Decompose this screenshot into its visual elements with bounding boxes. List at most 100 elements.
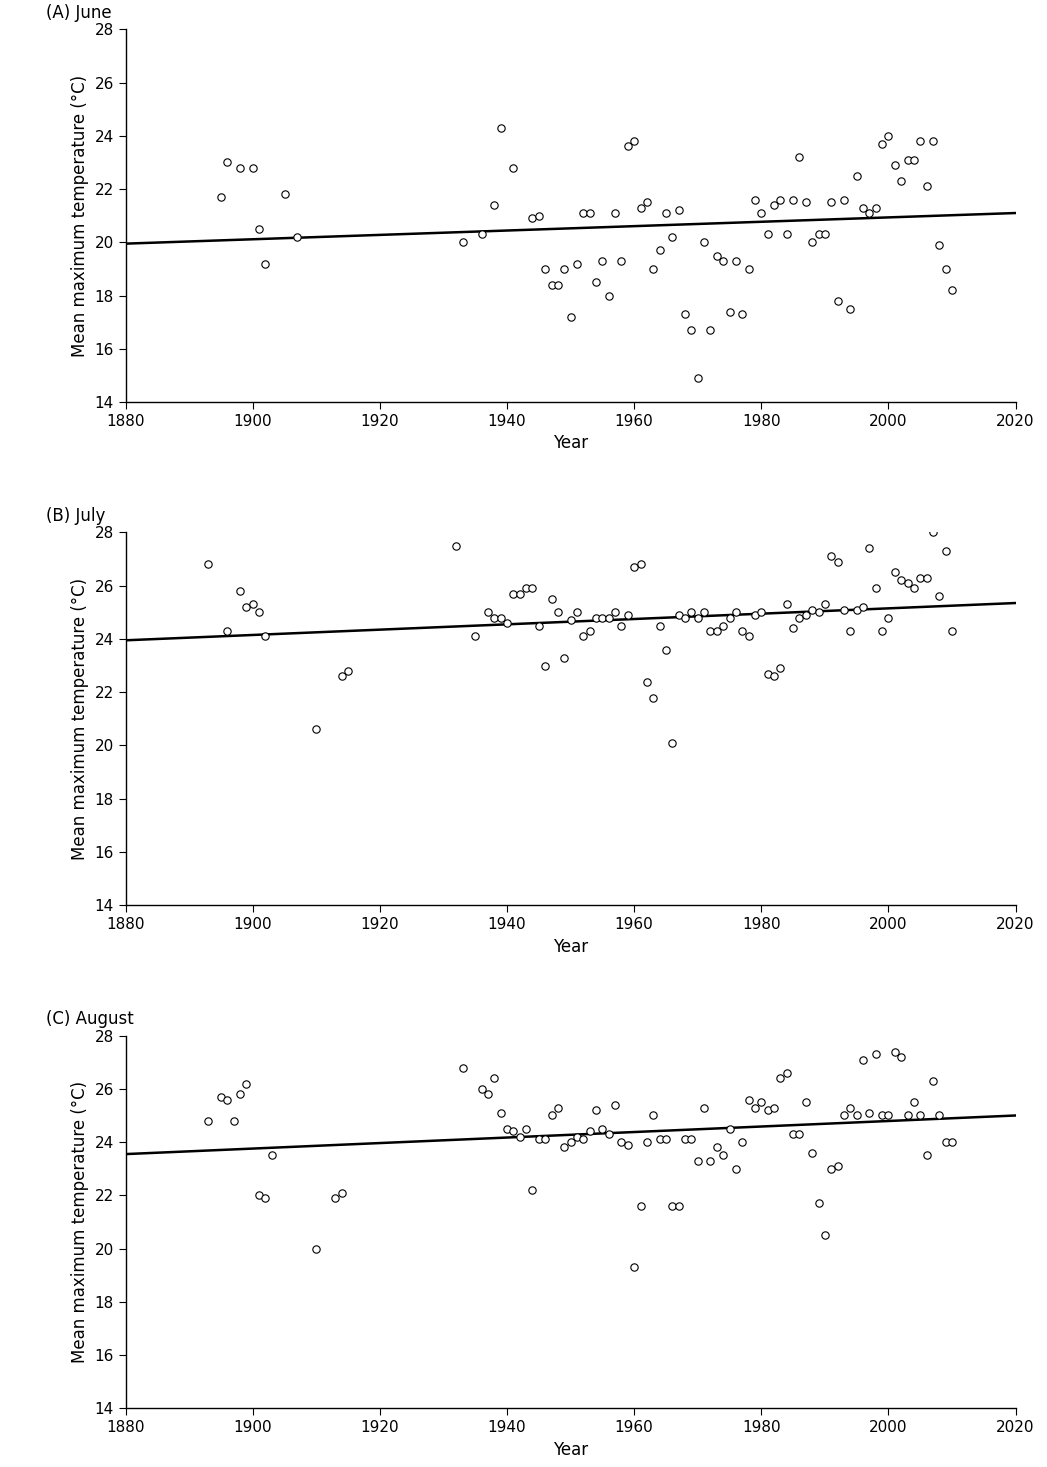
Point [695, 600, 712, 623]
Point [703, 1149, 719, 1172]
Point [784, 616, 801, 640]
Point [747, 603, 763, 626]
Point [448, 534, 465, 557]
Point [893, 569, 910, 593]
Point [531, 1128, 548, 1152]
Point [670, 1194, 687, 1218]
Point [931, 1103, 948, 1127]
Point [873, 1103, 890, 1127]
Point [804, 1141, 821, 1165]
Point [231, 1083, 248, 1106]
Point [728, 1157, 744, 1181]
Point [772, 657, 788, 681]
Point [587, 270, 604, 293]
Point [289, 226, 306, 249]
Point [614, 1131, 630, 1155]
Point [575, 625, 592, 648]
Point [614, 613, 630, 637]
Point [817, 223, 833, 246]
Point [784, 188, 801, 211]
Point [550, 1096, 566, 1119]
Point [765, 665, 782, 688]
Point [906, 1090, 922, 1113]
Point [784, 1122, 801, 1146]
Point [606, 1093, 623, 1116]
Point [925, 129, 941, 153]
Point [594, 1116, 610, 1140]
Point [689, 367, 706, 390]
Point [250, 600, 267, 623]
Point [753, 1090, 770, 1113]
Point [836, 188, 852, 211]
Point [765, 1096, 782, 1119]
Point [626, 556, 643, 579]
X-axis label: Year: Year [553, 1441, 588, 1458]
Point [937, 257, 954, 280]
Point [250, 1184, 267, 1207]
Point [759, 662, 776, 685]
Point [734, 1131, 751, 1155]
Point [867, 577, 884, 600]
Point [906, 148, 922, 172]
Point [467, 625, 484, 648]
Point [645, 257, 662, 280]
Point [778, 223, 795, 246]
Point [632, 1194, 649, 1218]
Y-axis label: Mean maximum temperature (°C): Mean maximum temperature (°C) [71, 1081, 89, 1363]
Point [747, 188, 763, 211]
Point [709, 244, 726, 267]
Point [645, 1103, 662, 1127]
Point [689, 606, 706, 629]
Point [620, 603, 637, 626]
Point [626, 129, 643, 153]
Point [817, 593, 833, 616]
Point [721, 1116, 738, 1140]
Point [525, 1178, 541, 1201]
Point [817, 1223, 833, 1247]
Point [531, 204, 548, 227]
Point [829, 289, 846, 312]
Point [823, 1157, 840, 1181]
Point [333, 665, 350, 688]
Point [454, 1056, 471, 1080]
Point [854, 197, 871, 220]
Point [740, 1087, 757, 1111]
Point [912, 129, 929, 153]
Point [836, 1103, 852, 1127]
Point [575, 201, 592, 224]
Point [658, 1128, 674, 1152]
Point [715, 613, 732, 637]
Point [258, 1187, 274, 1210]
Point [600, 283, 617, 307]
Point [639, 670, 655, 694]
Point [244, 593, 261, 616]
Point [486, 194, 503, 217]
Point [759, 223, 776, 246]
Point [792, 1122, 808, 1146]
Point [772, 188, 788, 211]
Point [620, 1133, 637, 1156]
Point [759, 1099, 776, 1122]
Point [250, 217, 267, 241]
Point [899, 1103, 916, 1127]
Point [695, 230, 712, 254]
Point [219, 151, 236, 175]
Point [543, 587, 560, 610]
Point [925, 1069, 941, 1093]
Point [213, 1086, 229, 1109]
Point [912, 566, 929, 590]
Point [778, 593, 795, 616]
Text: (A) June: (A) June [46, 4, 111, 22]
Point [721, 606, 738, 629]
Point [792, 606, 808, 629]
Point [581, 201, 598, 224]
Point [505, 156, 521, 179]
Point [581, 1119, 598, 1143]
Point [676, 1128, 693, 1152]
Point [778, 1061, 795, 1084]
Point [664, 226, 681, 249]
Point [867, 1043, 884, 1067]
Point [861, 1102, 877, 1125]
Point [676, 606, 693, 629]
Point [848, 599, 865, 622]
